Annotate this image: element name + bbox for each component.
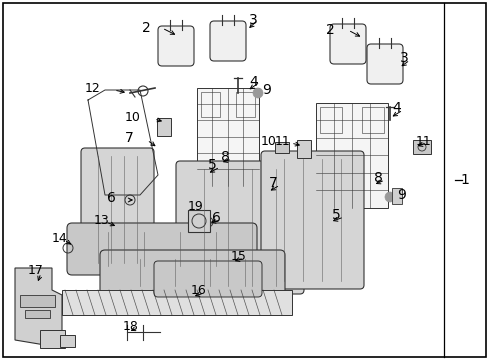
Text: 4: 4	[248, 75, 257, 89]
FancyBboxPatch shape	[154, 261, 262, 297]
FancyBboxPatch shape	[158, 26, 194, 66]
Circle shape	[384, 192, 394, 202]
Polygon shape	[15, 268, 62, 345]
Bar	[187, 210, 209, 232]
Text: 10: 10	[125, 111, 141, 123]
FancyBboxPatch shape	[67, 223, 257, 275]
Bar	[315, 103, 387, 208]
Bar	[20, 295, 55, 307]
Text: 16: 16	[191, 284, 206, 297]
Text: 5: 5	[331, 208, 340, 222]
Text: 15: 15	[230, 249, 246, 262]
FancyBboxPatch shape	[366, 44, 402, 84]
FancyBboxPatch shape	[100, 250, 285, 295]
Text: 19: 19	[187, 199, 203, 212]
Bar	[362, 107, 383, 133]
Text: 2: 2	[142, 21, 151, 35]
Text: 12: 12	[84, 81, 100, 95]
FancyBboxPatch shape	[176, 161, 304, 294]
Bar	[157, 118, 171, 136]
Bar	[236, 92, 254, 117]
FancyBboxPatch shape	[329, 24, 365, 64]
Bar	[319, 107, 341, 133]
Text: 8: 8	[221, 150, 229, 164]
Text: 1: 1	[460, 173, 468, 187]
Text: 6: 6	[107, 191, 116, 205]
Text: 13: 13	[94, 213, 109, 226]
Text: 6: 6	[212, 211, 221, 225]
Text: 4: 4	[391, 101, 400, 115]
Text: 10: 10	[261, 135, 276, 148]
Text: 11: 11	[274, 135, 290, 148]
Circle shape	[252, 88, 263, 98]
Text: 3: 3	[248, 13, 257, 27]
FancyBboxPatch shape	[81, 148, 154, 271]
Bar	[274, 142, 288, 153]
Bar	[391, 188, 401, 204]
Bar	[60, 335, 75, 347]
Bar	[197, 88, 259, 186]
Text: 8: 8	[373, 171, 382, 185]
Bar	[40, 330, 65, 348]
Text: 9: 9	[396, 188, 405, 202]
FancyBboxPatch shape	[209, 21, 245, 61]
Bar	[62, 290, 291, 315]
Text: 14: 14	[52, 231, 68, 244]
Text: 5: 5	[207, 158, 216, 172]
Text: 3: 3	[399, 51, 408, 65]
Text: 9: 9	[262, 83, 270, 97]
Text: 17: 17	[28, 265, 44, 278]
Bar	[25, 310, 50, 318]
Text: 2: 2	[325, 23, 334, 37]
Text: 11: 11	[415, 135, 431, 148]
Text: 7: 7	[125, 131, 134, 145]
Text: 7: 7	[268, 176, 277, 190]
Bar	[412, 140, 430, 154]
Text: 18: 18	[123, 320, 139, 333]
Bar	[296, 140, 310, 158]
Bar	[201, 92, 219, 117]
FancyBboxPatch shape	[261, 151, 363, 289]
